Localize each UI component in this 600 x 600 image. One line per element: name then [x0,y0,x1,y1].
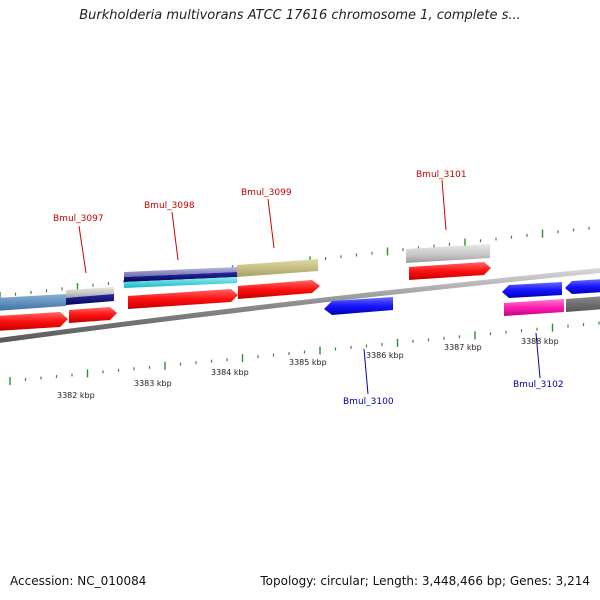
gene-labels: Bmul_3097 Bmul_3098 Bmul_3099 Bmul_3101 … [53,170,564,407]
feature-block[interactable] [0,294,66,311]
cds-arrow-bmul-3102[interactable] [502,282,562,298]
feature-block[interactable] [66,294,114,305]
cds-arrow-bmul-3099[interactable] [238,280,320,299]
gene-label-bmul-3101[interactable]: Bmul_3101 [416,170,467,180]
cds-arrow-bmul-3100[interactable] [324,297,393,315]
accession-text: Accession: NC_010084 [10,574,147,588]
map-title: Burkholderia multivorans ATCC 17616 chro… [79,8,521,23]
feature-track-upper [0,244,490,311]
cds-arrow-forward[interactable] [69,307,117,323]
gene-label-bmul-3097[interactable]: Bmul_3097 [53,214,104,224]
gene-label-bmul-3098[interactable]: Bmul_3098 [144,201,195,211]
scale-label: 3382 kbp [57,391,95,400]
feature-block[interactable] [237,259,318,277]
gene-label-bmul-3100[interactable]: Bmul_3100 [343,397,394,407]
cds-arrow-bmul-3098[interactable] [128,289,238,309]
gene-label-bmul-3102[interactable]: Bmul_3102 [513,380,564,390]
scale-label: 3386 kbp [366,351,404,360]
scale-label: 3387 kbp [444,343,482,352]
feature-block[interactable] [124,267,237,277]
scale-label: 3385 kbp [289,358,327,367]
reverse-cds-track [324,279,600,316]
genome-backbone [0,267,600,343]
topology-text: Topology: circular; Length: 3,448,466 bp… [260,574,590,588]
inner-tick-ring [9,321,600,385]
scale-label: 3384 kbp [211,368,249,377]
scale-label: 3383 kbp [134,379,172,388]
feature-block[interactable] [504,299,564,316]
forward-cds-track [0,262,491,331]
feature-block[interactable] [566,296,600,312]
gene-label-bmul-3099[interactable]: Bmul_3099 [241,188,292,198]
scale-label: 3388 kbp [521,337,559,346]
scale-labels: 3382 kbp 3383 kbp 3384 kbp 3385 kbp 3386… [57,337,559,400]
feature-block[interactable] [406,244,490,263]
feature-block[interactable] [124,272,237,282]
cds-arrow-forward[interactable] [0,312,68,331]
feature-block[interactable] [124,277,237,288]
cds-arrow-reverse[interactable] [565,279,600,294]
cds-arrow-bmul-3101[interactable] [409,262,491,280]
gene-callout-lines [78,179,541,395]
